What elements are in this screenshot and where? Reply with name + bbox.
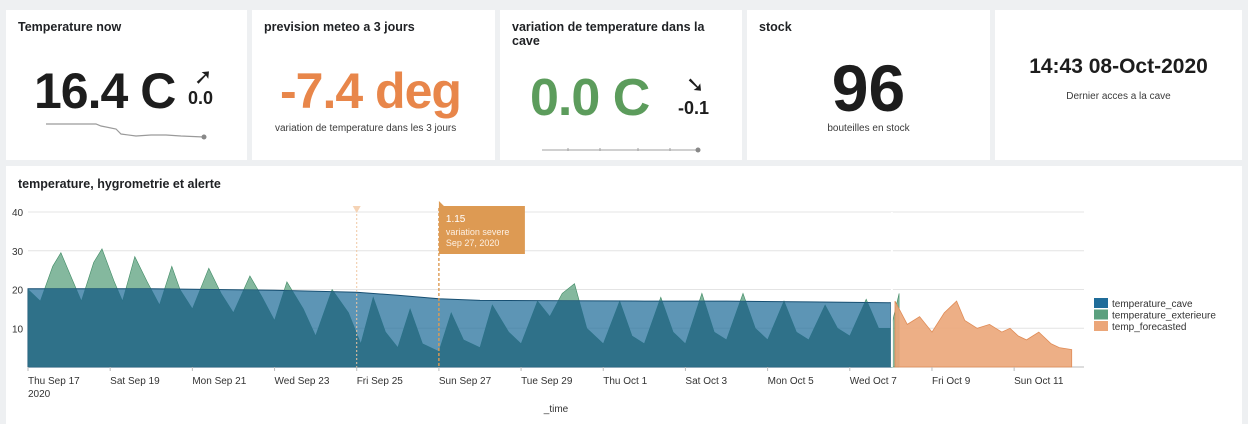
x-axis-title: _time: [543, 404, 569, 415]
legend-swatch-temperature_cave: [1094, 298, 1108, 308]
stock-caption: bouteilles en stock: [827, 123, 910, 134]
cave-variation-value: 0.0 C: [530, 69, 650, 127]
temperature-delta: 0.0: [188, 88, 214, 108]
y-tick-label: 30: [12, 247, 24, 258]
last-access-datetime: 14:43 08-Oct-2020: [1029, 55, 1208, 78]
x-tick-label: Sat Oct 3: [685, 376, 727, 387]
y-tick-label: 40: [12, 208, 24, 219]
panel-title: stock: [759, 20, 792, 34]
legend-label-temperature_cave: temperature_cave: [1112, 299, 1193, 310]
cave-variation-delta: -0.1: [678, 98, 710, 118]
legend-label-temp_forecasted: temp_forecasted: [1112, 322, 1187, 333]
x-tick-label: Sun Oct 11: [1014, 376, 1064, 387]
panel-forecast: prevision meteo a 3 jours -7.4 deg varia…: [252, 10, 495, 160]
x-tick-label: Sun Sep 27: [439, 376, 492, 387]
forecast-value: -7.4 deg: [280, 63, 462, 119]
x-tick-label: Thu Sep 17: [28, 376, 80, 387]
panel-cave-variation: variation de temperature dans la cave 0.…: [500, 10, 742, 160]
panel-title: variation de temperature dans la cave: [512, 20, 705, 48]
panel-last-access: 14:43 08-Oct-2020 Dernier acces a la cav…: [995, 10, 1242, 160]
event-marker-triangle: [352, 206, 361, 213]
x-tick-label: Sat Sep 19: [110, 376, 160, 387]
panel-title: Temperature now: [18, 20, 122, 34]
x-tick-label: Thu Oct 1: [603, 376, 647, 387]
annotation-flag: [438, 201, 444, 206]
x-tick-label: Mon Sep 21: [192, 376, 246, 387]
y-tick-label: 10: [12, 324, 24, 335]
annotation-date: Sep 27, 2020: [446, 238, 500, 248]
stock-value: 96: [831, 51, 906, 125]
panel-title: prevision meteo a 3 jours: [264, 20, 415, 34]
legend-swatch-temp_forecasted: [1094, 321, 1108, 331]
last-access-caption: Dernier acces a la cave: [1066, 91, 1171, 102]
trend-up-arrow-icon: ➚: [194, 64, 213, 89]
forecast-caption: variation de temperature dans les 3 jour…: [275, 123, 457, 134]
x-tick-label: Mon Oct 5: [768, 376, 815, 387]
annotation-label: variation severe: [446, 227, 510, 237]
series-area-temp_forecasted: [894, 300, 1073, 368]
chart-title: temperature, hygrometrie et alerte: [18, 177, 221, 191]
y-tick-label: 20: [12, 286, 24, 297]
x-tick-label-year: 2020: [28, 389, 51, 400]
temperature-value: 16.4 C: [34, 63, 176, 119]
x-tick-label: Fri Oct 9: [932, 376, 971, 387]
x-tick-label: Wed Oct 7: [850, 376, 897, 387]
legend-swatch-temperature_exterieure: [1094, 309, 1108, 320]
x-tick-label: Tue Sep 29: [521, 376, 573, 387]
legend-label-temperature_exterieure: temperature_exterieure: [1112, 311, 1216, 322]
x-tick-label: Fri Sep 25: [357, 376, 404, 387]
trend-down-arrow-icon: ➘: [686, 72, 705, 97]
panel-stock: stock 96 bouteilles en stock: [747, 10, 990, 160]
series-overlap-area: [28, 288, 891, 367]
annotation-box: [438, 206, 525, 254]
x-tick-label: Wed Sep 23: [275, 376, 330, 387]
annotation-value: 1.15: [446, 214, 466, 225]
